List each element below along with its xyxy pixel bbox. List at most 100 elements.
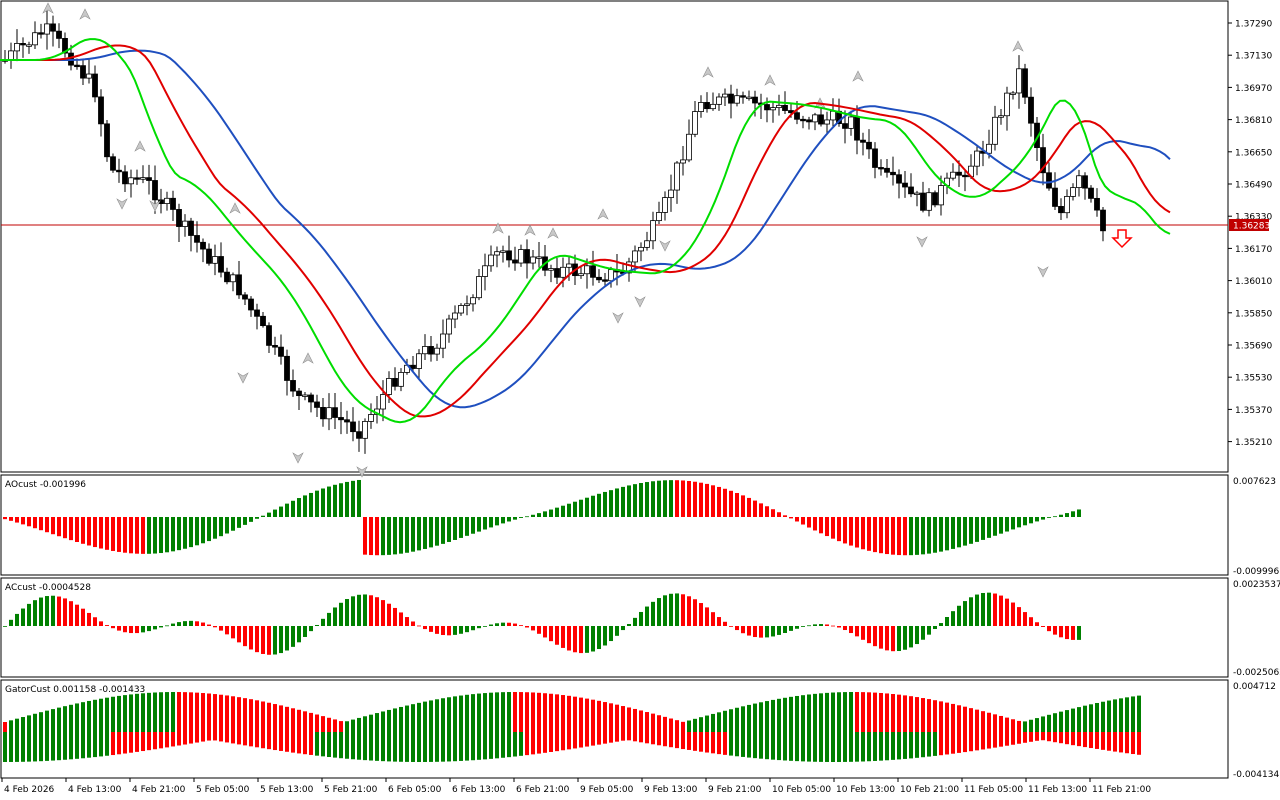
bullish-candle	[434, 347, 440, 355]
histogram-bar	[153, 517, 157, 554]
ao-subwindow[interactable]	[0, 474, 1229, 576]
gator-lower-bar	[255, 732, 259, 748]
time-axis: 4 Feb 2026 4 Feb 13:00 4 Feb 21:00 5 Feb 05…	[1, 778, 1151, 795]
histogram-bar	[69, 601, 73, 626]
price-tick-label: 1.36810	[1235, 116, 1272, 126]
bullish-candle	[566, 263, 572, 268]
histogram-bar	[711, 485, 715, 517]
bullish-candle	[1016, 68, 1022, 94]
gator-lower-bar	[729, 732, 733, 756]
gator-upper-bar	[723, 710, 727, 732]
bullish-candle	[464, 303, 470, 306]
gator-lower-bar	[573, 732, 577, 749]
bullish-candle	[914, 192, 920, 195]
gator-upper-bar	[453, 696, 457, 732]
bearish-candle	[194, 235, 200, 243]
histogram-bar	[825, 624, 829, 626]
histogram-bar	[81, 517, 85, 544]
ac-subwindow[interactable]	[0, 577, 1229, 678]
histogram-bar	[345, 599, 349, 626]
histogram-bar	[621, 486, 625, 517]
histogram-bar	[387, 603, 391, 626]
gator-subwindow[interactable]	[0, 679, 1229, 779]
bullish-candle	[938, 185, 944, 206]
histogram-bar	[861, 517, 865, 550]
bearish-candle	[338, 417, 344, 421]
gator-upper-bar	[903, 695, 907, 732]
gator-lower-bar	[165, 732, 169, 748]
gator-lower-bar	[501, 732, 505, 758]
histogram-bar	[519, 625, 523, 626]
bullish-candle	[1004, 92, 1010, 117]
gator-lower-bar	[1083, 732, 1087, 748]
fractal-down-icon	[612, 312, 624, 324]
bullish-candle	[974, 150, 980, 167]
gator-lower-bar	[687, 732, 691, 750]
gator-lower-bar	[9, 732, 13, 762]
time-tick-label: 4 Feb 13:00	[68, 785, 122, 795]
bearish-candle	[1046, 172, 1052, 189]
histogram-bar	[1047, 626, 1051, 632]
fractal-up-icon	[79, 8, 91, 20]
histogram-bar	[57, 517, 61, 537]
gator-lower-bar	[915, 732, 919, 758]
gator-upper-bar	[207, 693, 211, 732]
histogram-bar	[99, 517, 103, 549]
gator-lower-bar	[771, 732, 775, 760]
histogram-bar	[687, 480, 691, 517]
histogram-bar	[993, 517, 997, 536]
histogram-bar	[699, 603, 703, 626]
gator-upper-bar	[837, 692, 841, 732]
histogram-bar	[183, 517, 187, 549]
histogram-bar	[855, 517, 859, 548]
bullish-candle	[626, 261, 632, 274]
candlestick-series	[2, 8, 1106, 454]
bullish-candle	[500, 250, 506, 253]
histogram-bar	[705, 607, 709, 626]
price-axis: 1.37290 1.37130 1.36970 1.36810 1.36650 1.364…	[1228, 20, 1272, 448]
histogram-bar	[957, 605, 961, 626]
gator-upper-bar	[597, 700, 601, 732]
main-chart-panel[interactable]	[0, 0, 1229, 473]
bearish-candle	[206, 248, 212, 264]
gator-lower-bar	[393, 732, 397, 762]
gator-lower-bar	[483, 732, 487, 760]
histogram-bar	[831, 517, 835, 539]
gator-lower-bar	[1047, 732, 1051, 742]
gator-upper-bar	[135, 693, 139, 732]
bullish-candle	[14, 43, 20, 52]
gator-upper-bar	[273, 704, 277, 732]
bearish-candle	[50, 23, 56, 32]
gator-upper-bar	[105, 697, 109, 732]
bearish-candle	[602, 279, 608, 282]
histogram-bar	[951, 517, 955, 549]
histogram-bar	[411, 621, 415, 626]
bullish-candle	[398, 372, 404, 387]
gator-upper-bar	[87, 700, 91, 732]
gator-lower-bar	[933, 732, 937, 756]
gator-lower-bar	[1137, 732, 1141, 755]
histogram-bar	[975, 517, 979, 542]
histogram-bar	[549, 626, 553, 642]
histogram-bar	[855, 626, 859, 637]
gator-upper-bar	[921, 698, 925, 732]
gator-upper-bar	[75, 703, 79, 732]
bullish-candle	[386, 378, 392, 395]
gator-lower-bar	[225, 732, 229, 743]
histogram-bar	[879, 517, 883, 554]
histogram-bar	[627, 623, 631, 626]
bearish-candle	[1040, 147, 1046, 174]
gator-upper-bar	[543, 693, 547, 732]
gator-upper-bar	[861, 692, 865, 732]
gator-lower-bar	[591, 732, 595, 746]
gator-lower-bar	[141, 732, 145, 752]
histogram-bar	[417, 517, 421, 551]
histogram-bar	[993, 593, 997, 626]
gator-lower-bar	[813, 732, 817, 762]
gator-lower-bar	[843, 732, 847, 762]
gator-upper-bar	[645, 712, 649, 732]
price-tick-label: 1.37130	[1235, 52, 1272, 62]
histogram-bar	[651, 601, 655, 626]
fractal-down-icon	[916, 236, 928, 248]
